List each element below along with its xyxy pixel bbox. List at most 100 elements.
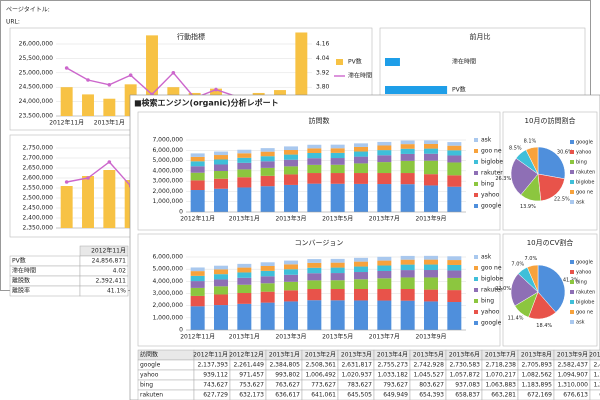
bar-segment — [400, 140, 415, 145]
pie-slice — [537, 146, 566, 180]
table-cell-text: 636,617 — [275, 392, 300, 399]
y-tick-label: 23,500,000 — [19, 113, 54, 120]
table-cell-text: 2,137,393 — [197, 362, 228, 369]
bar-segment — [284, 264, 298, 270]
bar-segment — [260, 151, 275, 157]
table-cell-text: 滞在時間 — [12, 267, 36, 275]
y-tick-label: 2,450,000 — [22, 205, 53, 212]
bar-segment — [237, 162, 252, 170]
pie-slice — [510, 273, 539, 307]
bar — [82, 94, 94, 116]
bar — [82, 176, 94, 228]
legend-swatch — [336, 59, 343, 65]
bar-segment — [190, 287, 205, 296]
table-cell-text: 658,837 — [455, 392, 480, 399]
legend-swatch — [474, 299, 478, 303]
table-cell-text: 41.1% — [107, 288, 126, 295]
bar-segment — [330, 262, 345, 268]
bar-segment — [377, 260, 392, 266]
bar-segment — [354, 279, 368, 289]
table-cell-text: google — [140, 362, 161, 369]
bar-segment — [237, 153, 252, 158]
bar-segment — [237, 272, 252, 278]
y-tick-label: 2,550,000 — [22, 185, 53, 192]
bar-segment — [237, 169, 252, 178]
legend-swatch — [570, 260, 574, 264]
table-cell-text: 654,393 — [419, 392, 444, 399]
bar-segment — [447, 277, 462, 291]
bar-segment — [307, 144, 322, 149]
bar-segment — [260, 161, 275, 168]
bar-segment — [447, 142, 462, 146]
bar-segment — [237, 303, 252, 330]
y-tick-label: 2,500,000 — [22, 195, 53, 202]
table-cell-text: PV数 — [12, 257, 26, 265]
bar-segment — [424, 277, 438, 290]
bar-segment — [424, 143, 438, 149]
chart-title: 訪問数 — [309, 116, 330, 125]
pie-slice — [510, 157, 539, 196]
bar-segment — [260, 148, 275, 152]
pie-label: 8.5% — [509, 146, 522, 152]
legend-swatch — [474, 182, 478, 186]
pie-slice — [526, 264, 539, 293]
bar-segment — [214, 188, 228, 212]
bar-segment — [214, 151, 228, 156]
bar — [385, 58, 400, 66]
line-marker — [128, 73, 133, 77]
line-marker — [86, 78, 90, 82]
bar-segment — [190, 190, 205, 212]
url-label: URL: — [6, 19, 20, 26]
table-cell-text: 645,505 — [347, 392, 372, 399]
bar-segment — [260, 270, 275, 277]
bar-segment — [447, 175, 462, 187]
bar-segment — [330, 144, 345, 149]
legend-label: biglobe — [576, 180, 594, 186]
bar-segment — [424, 140, 438, 144]
bar-segment — [260, 276, 275, 284]
bar-segment — [447, 145, 462, 151]
bar-segment — [284, 281, 298, 291]
legend-swatch — [570, 160, 574, 164]
pie-label: 22.5% — [554, 196, 570, 202]
bar-segment — [354, 156, 368, 164]
legend-label: rakuten — [481, 287, 504, 294]
x-tick-label: 2013年3月 — [275, 333, 306, 341]
legend-label: rakuten — [576, 170, 595, 176]
bar-segment — [260, 302, 275, 330]
y-tick-label: 7,000,000 — [152, 137, 183, 144]
bar-segment — [377, 265, 392, 271]
legend-swatch — [570, 320, 574, 324]
y-tick-label: 24,500,000 — [19, 84, 54, 91]
table-cell — [79, 285, 129, 297]
y-tick-label: 2,000,000 — [152, 188, 183, 195]
table-header: 2013年10月 — [589, 351, 600, 359]
y-tick-label: 2,750,000 — [22, 145, 53, 152]
line-marker — [214, 87, 218, 92]
y-tick-label: 2,000,000 — [152, 302, 183, 309]
table-header: 2012年11月 — [193, 351, 228, 359]
chart-title: 10月の訪問割合 — [525, 116, 576, 125]
table-cell-text: 641,061 — [311, 392, 336, 399]
bar-segment — [307, 152, 322, 159]
bar-segment — [330, 183, 345, 212]
bar-segment — [237, 263, 252, 268]
table-cell-text: 2,458,981 — [593, 362, 600, 369]
legend-swatch — [474, 288, 478, 292]
line-marker — [171, 71, 176, 75]
category-label: PV数 — [452, 86, 466, 94]
legend-label: google — [576, 260, 593, 266]
bar-segment — [424, 255, 438, 260]
legend-swatch — [570, 270, 574, 274]
legend-swatch — [474, 277, 478, 281]
table-cell — [589, 359, 600, 371]
bar — [103, 98, 116, 116]
table-cell-text: 971,457 — [239, 372, 264, 379]
bar-segment — [330, 152, 345, 159]
legend-label: bing — [576, 280, 587, 286]
bar-segment — [237, 284, 252, 294]
legend-swatch — [570, 280, 574, 284]
bar-segment — [237, 149, 252, 154]
